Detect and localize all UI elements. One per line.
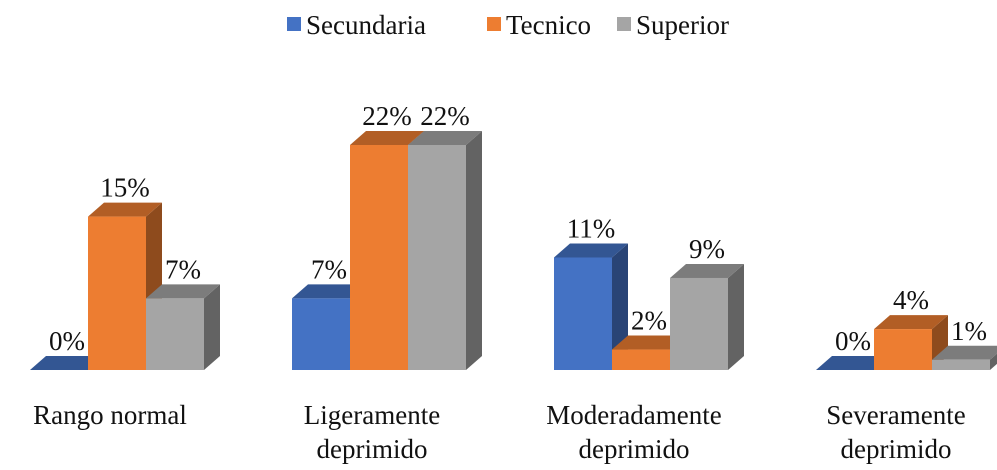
- bar-front: [146, 298, 204, 370]
- value-label: 2%: [631, 306, 667, 336]
- bar-top: [292, 284, 366, 299]
- bar-front: [350, 145, 408, 370]
- legend-label: Superior: [636, 10, 729, 40]
- bar: [408, 131, 482, 370]
- legend-swatch: [617, 17, 631, 31]
- bar-front: [408, 145, 466, 370]
- bar-top: [88, 202, 162, 217]
- bar: [932, 345, 997, 370]
- bar: [146, 284, 220, 370]
- x-tick-label: Moderadamente deprimido: [546, 400, 722, 464]
- bar: [30, 356, 104, 370]
- bar: [554, 243, 628, 370]
- value-label: 22%: [420, 101, 470, 131]
- bar: [816, 356, 890, 370]
- value-label: 7%: [165, 254, 201, 284]
- bar-top: [554, 243, 628, 258]
- bar: [612, 335, 686, 370]
- value-label: 1%: [951, 316, 987, 346]
- x-tick-label: Severamente deprimido: [826, 400, 966, 464]
- value-label: 0%: [49, 326, 85, 356]
- value-label: 7%: [311, 254, 347, 284]
- bar-front: [88, 216, 146, 370]
- bar-side: [612, 243, 628, 370]
- bar-top: [30, 356, 104, 370]
- legend-label: Secundaria: [306, 10, 426, 40]
- bar: [670, 263, 744, 370]
- bar-top: [350, 131, 424, 145]
- value-label: 15%: [100, 173, 150, 203]
- x-tick-label: Rango normal: [33, 400, 187, 430]
- value-label: 11%: [567, 214, 616, 244]
- bar-top: [816, 356, 890, 370]
- bar-side: [466, 131, 482, 370]
- bar-top: [408, 131, 482, 145]
- bar-side: [728, 263, 744, 370]
- legend-swatch: [287, 17, 301, 31]
- legend-swatch: [487, 17, 501, 31]
- bar-front: [612, 349, 670, 370]
- legend-label: Tecnico: [506, 10, 591, 40]
- bar-top: [874, 315, 948, 330]
- value-label: 0%: [835, 326, 871, 356]
- bar-front: [292, 298, 350, 370]
- bar-side: [990, 353, 997, 370]
- bar-front: [670, 277, 728, 370]
- bar-top: [932, 345, 997, 360]
- value-label: 4%: [893, 285, 929, 315]
- bar-top: [146, 284, 220, 299]
- bar-front: [554, 257, 612, 370]
- value-label: 9%: [689, 234, 725, 264]
- bar-front: [932, 359, 990, 370]
- x-tick-label: Ligeramente deprimido: [303, 400, 441, 464]
- bar-front: [874, 329, 932, 370]
- bar-top: [670, 263, 744, 278]
- value-label: 22%: [362, 101, 412, 131]
- bar-top: [612, 335, 686, 350]
- bar-side: [204, 284, 220, 370]
